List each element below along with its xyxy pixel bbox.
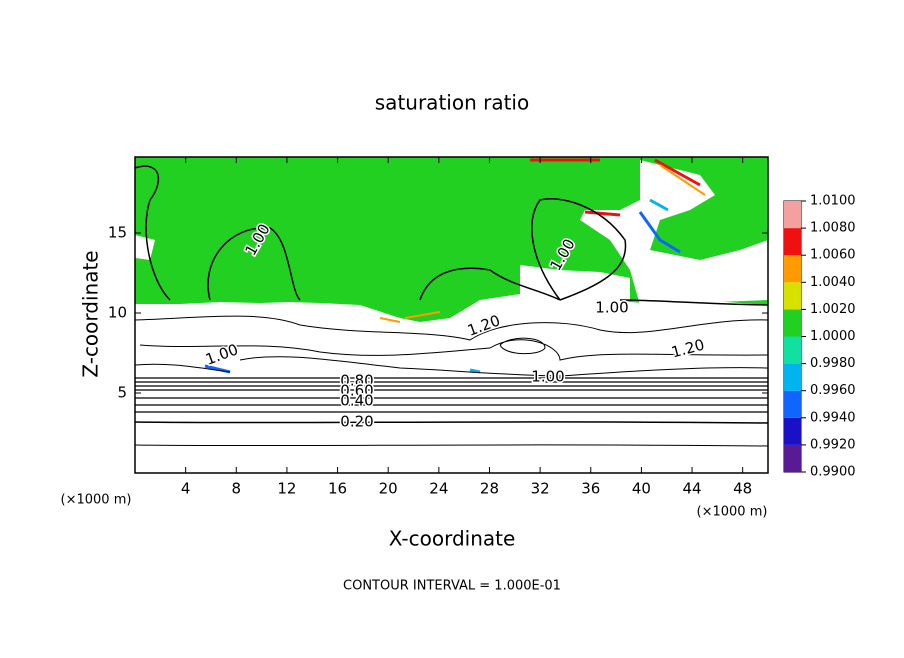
colorbar-tick-label: 0.9980	[810, 356, 856, 371]
x-tick-label: 24	[429, 480, 448, 498]
colorbar-band	[784, 363, 801, 391]
x-tick-label: 48	[733, 480, 752, 498]
low-edge	[469, 198, 669, 374]
x-axis-label: X-coordinate	[389, 527, 516, 551]
colorbar-tick-label: 1.0040	[810, 275, 856, 290]
x-tick-label: 16	[328, 480, 347, 498]
contour	[134, 315, 769, 377]
field	[135, 157, 768, 374]
colorbar-tick-label: 0.9960	[810, 383, 856, 398]
x-tick-label: 4	[181, 480, 191, 498]
colorbar-tick-label: 1.0060	[810, 248, 856, 263]
dry-patch	[580, 160, 768, 305]
colorbar-band	[784, 255, 801, 283]
colorbar-tick-label: 1.0080	[810, 221, 856, 236]
y-tick-label: 5	[117, 384, 127, 402]
chart-title: saturation ratio	[375, 91, 529, 115]
colorbar-tick-label: 0.9940	[810, 410, 856, 425]
x-tick-label: 28	[480, 480, 499, 498]
x-tick-label: 8	[232, 480, 242, 498]
contour	[135, 377, 768, 413]
contour-label: 0.60	[340, 382, 373, 400]
colorbar-band	[784, 336, 801, 364]
colorbar-band	[784, 228, 801, 256]
y-tick-label: 15	[108, 224, 127, 242]
colorbar-band	[784, 390, 801, 418]
footnote: CONTOUR INTERVAL = 1.000E-01	[343, 579, 561, 594]
colorbar-band	[784, 417, 801, 445]
plot-frame	[134, 156, 769, 474]
colorbar-band	[784, 201, 801, 229]
contour-label: 0.20	[340, 413, 373, 431]
contour-label: 0.40	[340, 392, 373, 410]
colorbar-band	[784, 309, 801, 337]
x-tick-label: 20	[379, 480, 398, 498]
x-unit: (×1000 m)	[697, 505, 768, 520]
contour-label: 1.20	[669, 336, 706, 362]
x-tick-label: 12	[277, 480, 296, 498]
colorbar-band	[784, 444, 801, 472]
contour-label: 1.00	[531, 368, 564, 386]
y-unit: (×1000 m)	[61, 493, 132, 508]
contour-label: 1.00	[203, 340, 241, 368]
x-tick-label: 36	[581, 480, 600, 498]
contour	[134, 444, 769, 447]
high-edge	[530, 158, 701, 217]
dry-patch	[520, 265, 630, 300]
contour	[134, 421, 769, 424]
contour-label: 1.00	[595, 299, 628, 317]
x-tick-label: 32	[531, 480, 550, 498]
x-tick-label: 44	[682, 480, 701, 498]
colorbar-tick-label: 1.0100	[810, 194, 856, 209]
contour-label: 1.20	[465, 311, 503, 339]
colorbar-tick-label: 1.0000	[810, 329, 856, 344]
contour	[134, 165, 769, 306]
y-axis-label: Z-coordinate	[79, 250, 103, 377]
colorbar-tick-label: 0.9900	[810, 465, 856, 480]
x-tick-label: 40	[632, 480, 651, 498]
colorbar-tick-label: 1.0020	[810, 302, 856, 317]
high-edge	[379, 164, 706, 323]
colorbar-tick-label: 0.9920	[810, 437, 856, 452]
contour-lines	[134, 165, 769, 447]
contour-label: 0.80	[340, 372, 373, 390]
y-tick-label: 10	[108, 304, 127, 322]
dry-patch	[135, 235, 155, 260]
colorbar-band	[784, 282, 801, 310]
